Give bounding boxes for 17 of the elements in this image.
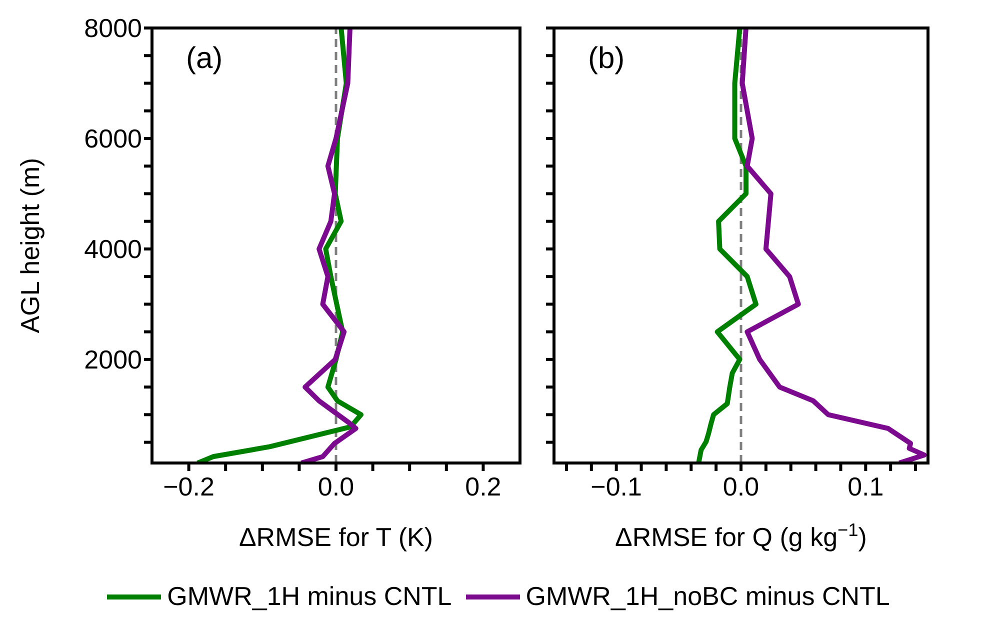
- x-tick-label: −0.2: [163, 471, 214, 502]
- x-tick-label: 0.0: [318, 471, 354, 502]
- legend-label: GMWR_1H minus CNTL: [167, 581, 452, 612]
- y-tick-label: 6000: [84, 124, 142, 154]
- x-tick-label: 0.1: [848, 471, 884, 502]
- y-tick-label: 4000: [84, 234, 142, 264]
- x-tick-label: 0.2: [465, 471, 502, 502]
- y-axis-title: AGL height (m): [15, 158, 45, 334]
- annotation: (a): [186, 42, 223, 75]
- x-tick-label: −0.1: [590, 471, 642, 502]
- x-tick-label: 0.0: [722, 471, 760, 502]
- x-axis-title: ΔRMSE for T (K): [238, 522, 434, 552]
- legend-label: GMWR_1H_noBC minus CNTL: [526, 581, 890, 612]
- x-axis-title: ΔRMSE for Q (g kg$^{−1}$): [615, 520, 867, 552]
- annotation: (b): [588, 42, 625, 75]
- y-tick-label: 2000: [84, 344, 142, 375]
- y-tick-label: 8000: [84, 13, 142, 44]
